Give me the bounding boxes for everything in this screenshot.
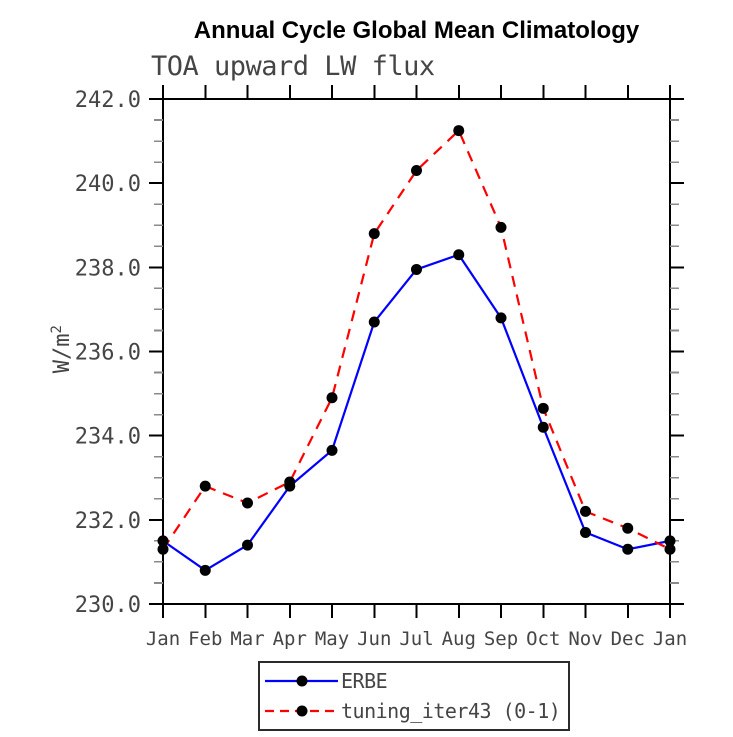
data-point-marker bbox=[199, 564, 211, 576]
data-point-marker bbox=[368, 316, 380, 328]
y-axis-tick-label: 232.0 bbox=[75, 509, 141, 534]
data-point-marker bbox=[580, 526, 591, 538]
chart-subtitle: TOA upward LW flux bbox=[151, 51, 435, 82]
series-line-solid bbox=[162, 253, 671, 572]
data-point-marker bbox=[664, 535, 676, 547]
x-axis-tick-label: Jan bbox=[653, 628, 687, 650]
data-point-marker bbox=[242, 497, 253, 509]
data-point-marker bbox=[580, 505, 591, 517]
legend-label-tuning-iter43: tuning_iter43 (0-1) bbox=[341, 699, 561, 723]
y-axis-tick-label: 242.0 bbox=[75, 88, 141, 113]
data-point-marker bbox=[622, 522, 634, 534]
data-point-marker bbox=[411, 263, 422, 275]
x-axis-tick-label: Oct bbox=[526, 628, 560, 650]
data-point-marker bbox=[326, 444, 338, 456]
data-point-marker bbox=[495, 221, 507, 233]
data-point-marker bbox=[157, 535, 169, 547]
legend-label-erbe: ERBE bbox=[341, 669, 388, 693]
data-point-marker bbox=[242, 539, 253, 551]
x-axis-tick-label: Mar bbox=[230, 628, 264, 650]
x-axis-tick-label: Sep bbox=[484, 628, 518, 650]
data-point-marker bbox=[622, 543, 634, 555]
x-axis-tick-label: Nov bbox=[568, 628, 602, 650]
series-line-dashed bbox=[162, 128, 671, 551]
x-axis-tick-label: Jul bbox=[399, 628, 433, 650]
data-point-marker bbox=[537, 402, 549, 414]
erbe-line-sample-icon bbox=[265, 675, 338, 687]
data-point-marker bbox=[664, 543, 676, 555]
legend: ERBE tuning_iter43 (0-1) bbox=[258, 661, 570, 731]
x-axis-tick-label: Dec bbox=[611, 628, 645, 650]
y-axis-tick-label: 230.0 bbox=[75, 593, 141, 618]
x-axis-tick-label: Aug bbox=[442, 628, 476, 650]
data-point-marker bbox=[453, 249, 465, 261]
data-point-marker bbox=[495, 312, 507, 324]
x-axis-tick-label: Feb bbox=[188, 628, 222, 650]
data-point-marker bbox=[326, 392, 338, 404]
x-axis-tick-label: Apr bbox=[273, 628, 307, 650]
data-point-marker bbox=[368, 228, 380, 240]
y-axis-tick-label: 236.0 bbox=[75, 341, 141, 366]
legend-item-tuning-iter43: tuning_iter43 (0-1) bbox=[265, 697, 568, 725]
data-point-marker bbox=[284, 476, 296, 488]
legend-item-erbe: ERBE bbox=[265, 667, 568, 695]
data-point-marker bbox=[453, 125, 465, 137]
x-axis-tick-label: Jun bbox=[357, 628, 391, 650]
data-point-marker bbox=[199, 480, 211, 492]
data-point-marker bbox=[537, 421, 549, 433]
y-axis-tick-label: 238.0 bbox=[75, 256, 141, 281]
data-point-marker bbox=[411, 165, 422, 177]
x-axis-tick-label: May bbox=[315, 628, 349, 650]
chart-title: Annual Cycle Global Mean Climatology bbox=[193, 17, 640, 44]
y-axis-tick-label: 240.0 bbox=[75, 172, 141, 197]
y-axis-tick-label: 234.0 bbox=[75, 425, 141, 450]
data-point-marker bbox=[157, 543, 169, 555]
tuning-iter43-line-sample-icon bbox=[265, 705, 338, 717]
x-axis-tick-label: Jan bbox=[146, 628, 180, 650]
